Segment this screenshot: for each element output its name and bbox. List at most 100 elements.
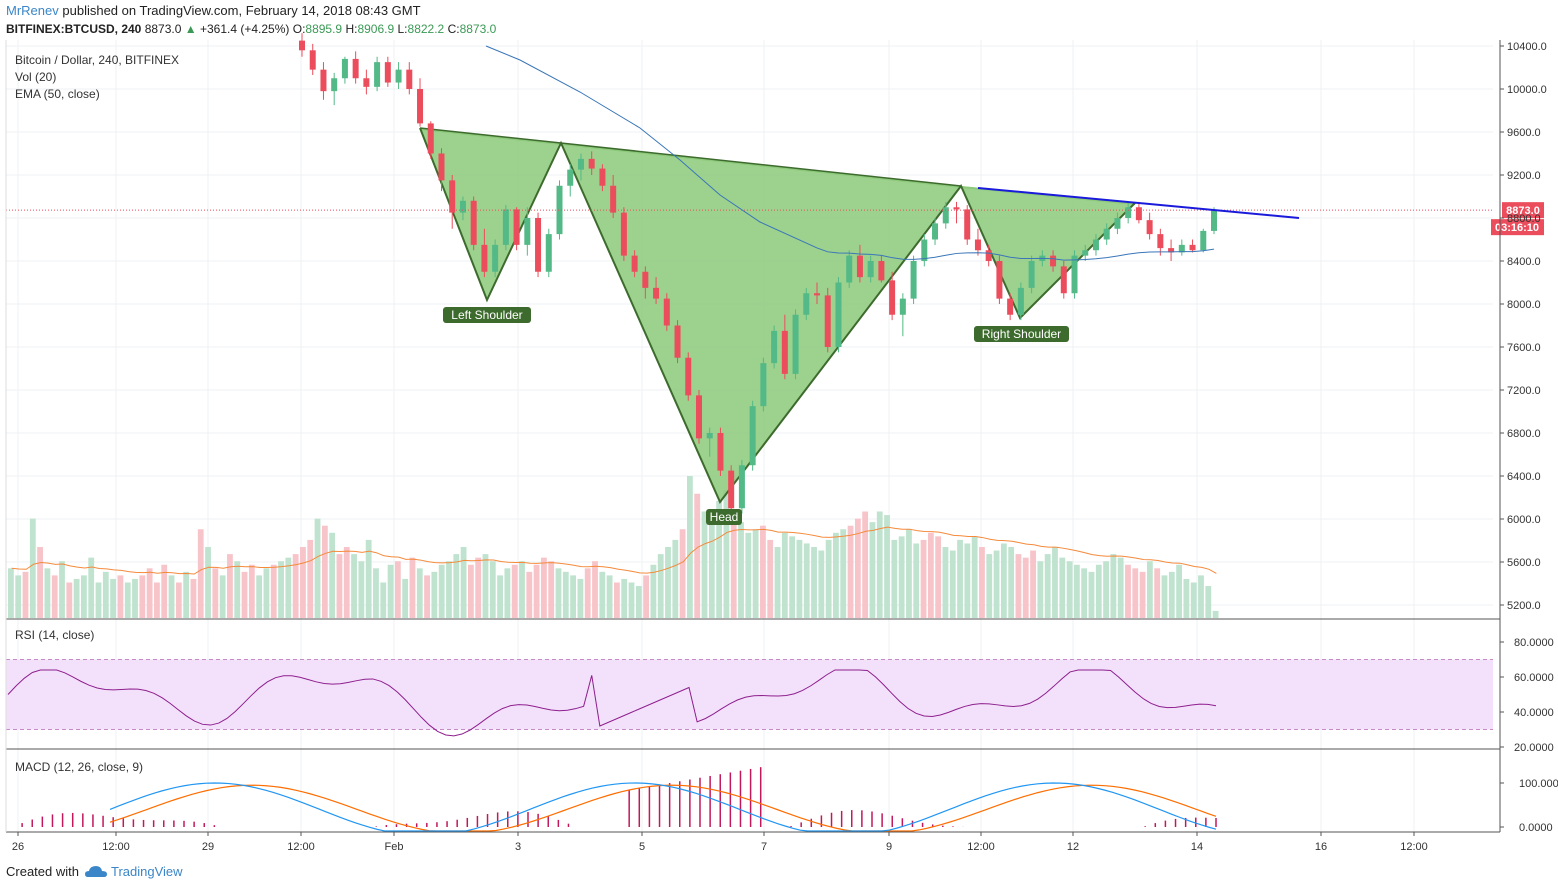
macd-label: MACD (12, 26, close, 9) bbox=[15, 760, 143, 774]
volume-bar bbox=[1066, 561, 1073, 618]
volume-bar bbox=[175, 582, 182, 618]
volume-bar bbox=[519, 561, 525, 618]
tradingview-cloud-icon bbox=[84, 865, 107, 877]
candle-down bbox=[610, 185, 617, 213]
candle-down bbox=[299, 40, 305, 51]
candle-down bbox=[427, 123, 434, 154]
volume-bar bbox=[1030, 550, 1036, 618]
volume-bar bbox=[1190, 582, 1197, 618]
candle-down bbox=[814, 293, 821, 296]
candle-down bbox=[449, 180, 456, 213]
candle-down bbox=[1168, 248, 1175, 253]
volume-bar bbox=[81, 575, 87, 618]
candle-up bbox=[1071, 255, 1078, 294]
candle-down bbox=[513, 209, 520, 245]
volume-bar bbox=[394, 561, 401, 618]
volume-bar bbox=[234, 561, 241, 618]
time-tick-label: 5 bbox=[639, 841, 645, 853]
head-label-bg bbox=[706, 509, 742, 525]
volume-bar bbox=[957, 539, 963, 618]
volume-bar bbox=[321, 525, 328, 618]
candle-up bbox=[942, 207, 949, 224]
candle-down bbox=[1050, 255, 1057, 267]
candle-down bbox=[653, 287, 660, 299]
candle-up bbox=[502, 209, 509, 245]
candle-down bbox=[856, 255, 863, 278]
tradingview-link[interactable]: TradingView bbox=[84, 864, 183, 879]
legend-volume: Vol (20) bbox=[15, 70, 56, 84]
volume-bar bbox=[635, 586, 642, 618]
right-shoulder-label-bg bbox=[974, 326, 1069, 342]
volume-bar bbox=[227, 554, 233, 618]
volume-bar bbox=[811, 547, 817, 618]
volume-bar bbox=[584, 568, 591, 618]
open-value: 8895.9 bbox=[305, 22, 343, 36]
countdown-badge bbox=[1491, 219, 1544, 236]
volume-bar bbox=[132, 578, 138, 618]
volume-bar bbox=[927, 532, 934, 618]
high-label: H: bbox=[345, 22, 358, 36]
volume-bar bbox=[621, 578, 628, 618]
volume-bar bbox=[256, 575, 263, 618]
publish-line: MrRenev published on TradingView.com, Fe… bbox=[6, 3, 421, 18]
volume-bar bbox=[44, 568, 51, 618]
volume-bar bbox=[752, 529, 759, 618]
volume-bar bbox=[738, 522, 744, 618]
volume-bar bbox=[854, 518, 861, 618]
volume-bar bbox=[643, 575, 650, 618]
candle-down bbox=[974, 239, 981, 251]
head-label: Head bbox=[710, 510, 739, 524]
candle-down bbox=[781, 330, 788, 374]
volume-bar bbox=[1022, 557, 1029, 618]
candle-down bbox=[588, 158, 595, 169]
volume-bar bbox=[767, 539, 774, 618]
rsi-line bbox=[7, 669, 1217, 737]
close-value: 8873.0 bbox=[459, 22, 497, 36]
price-tick-label: 8800.0 bbox=[1507, 213, 1541, 225]
volume-bar bbox=[774, 547, 781, 618]
open-label: O: bbox=[292, 22, 306, 36]
last-price-badge bbox=[1502, 202, 1544, 219]
candle-up bbox=[556, 185, 563, 235]
author-link[interactable]: MrRenev bbox=[6, 3, 59, 18]
candle-up bbox=[899, 298, 906, 315]
volume-bar bbox=[402, 578, 409, 618]
time-tick-label: 26 bbox=[12, 841, 24, 853]
pattern-zigzag bbox=[419, 127, 1136, 504]
price-tick-label: 5200.0 bbox=[1507, 600, 1541, 612]
volume-bar bbox=[555, 568, 562, 618]
volume-bar bbox=[876, 511, 883, 618]
candle-down bbox=[384, 62, 391, 83]
volume-bar bbox=[66, 582, 73, 618]
volume-bar bbox=[898, 536, 905, 618]
candle-down bbox=[1007, 298, 1014, 315]
rsi-label: RSI (14, close) bbox=[15, 628, 94, 642]
volume-bar bbox=[110, 578, 117, 618]
volume-bar bbox=[869, 522, 876, 618]
candle-down bbox=[824, 295, 831, 347]
legend-ema: EMA (50, close) bbox=[15, 87, 100, 101]
volume-bar bbox=[1132, 568, 1139, 618]
candle-up bbox=[910, 261, 917, 299]
time-tick-label: 12:00 bbox=[287, 841, 315, 853]
macd-signal-line bbox=[109, 784, 1217, 832]
price-tick-label: 6400.0 bbox=[1507, 471, 1541, 483]
last-price: 8873.0 bbox=[144, 22, 182, 36]
candle-down bbox=[363, 78, 370, 87]
rsi-tick-label: 20.0000 bbox=[1514, 742, 1554, 754]
candle-up bbox=[492, 244, 499, 272]
created-with: Created with bbox=[6, 864, 79, 879]
volume-bar bbox=[1000, 543, 1007, 618]
price-tick-label: 10400.0 bbox=[1507, 41, 1547, 53]
volume-bar bbox=[526, 571, 533, 618]
candle-up bbox=[835, 282, 842, 347]
volume-bar bbox=[592, 561, 598, 618]
volume-bar bbox=[562, 571, 569, 618]
candle-down bbox=[642, 271, 649, 288]
time-tick-label: 12:00 bbox=[967, 841, 995, 853]
rsi-tick-label: 40.0000 bbox=[1514, 707, 1554, 719]
rsi-pane: 80.0000 60.0000 40.0000 20.0000 bbox=[6, 637, 1554, 754]
candle-up bbox=[932, 223, 939, 240]
candle-up bbox=[738, 465, 745, 509]
